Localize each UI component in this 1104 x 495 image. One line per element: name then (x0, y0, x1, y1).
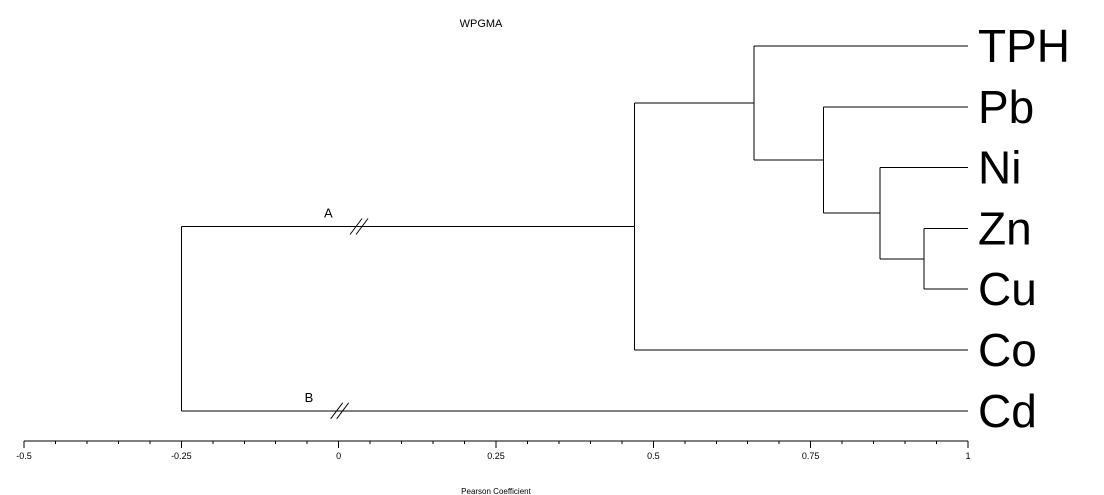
leaf-labels: TPH Pb Ni Zn Cu Co Cd (978, 20, 1070, 437)
x-tick-label: 0.25 (487, 451, 505, 461)
axis-break-mark (355, 218, 369, 235)
leaf-label: Pb (978, 81, 1034, 133)
axis-break-mark (330, 402, 344, 420)
x-tick-label: 0.5 (647, 451, 660, 461)
x-tick-label: 0 (336, 451, 341, 461)
x-axis: -0.5 -0.25 0 0.25 0.5 0.75 1 (16, 440, 971, 461)
chart-title: WPGMA (460, 18, 503, 30)
leaf-label: Cu (978, 263, 1037, 315)
leaf-label: Zn (978, 202, 1032, 254)
leaf-label: Co (978, 324, 1037, 376)
x-axis-label: Pearson Coefficient (461, 487, 531, 495)
branch-label: A (324, 206, 333, 221)
x-tick-label: -0.25 (171, 451, 192, 461)
leaf-label: Ni (978, 142, 1021, 194)
branch-labels: AB (305, 206, 369, 420)
dendrogram-links (180, 45, 968, 412)
axis-break-mark (349, 218, 363, 235)
axis-break-mark (336, 402, 350, 420)
x-tick-label: 1 (965, 451, 970, 461)
x-tick-label: -0.5 (16, 451, 32, 461)
branch-label: B (305, 390, 314, 405)
leaf-label: Cd (978, 385, 1037, 437)
x-tick-label: 0.75 (802, 451, 820, 461)
leaf-label: TPH (978, 20, 1070, 72)
